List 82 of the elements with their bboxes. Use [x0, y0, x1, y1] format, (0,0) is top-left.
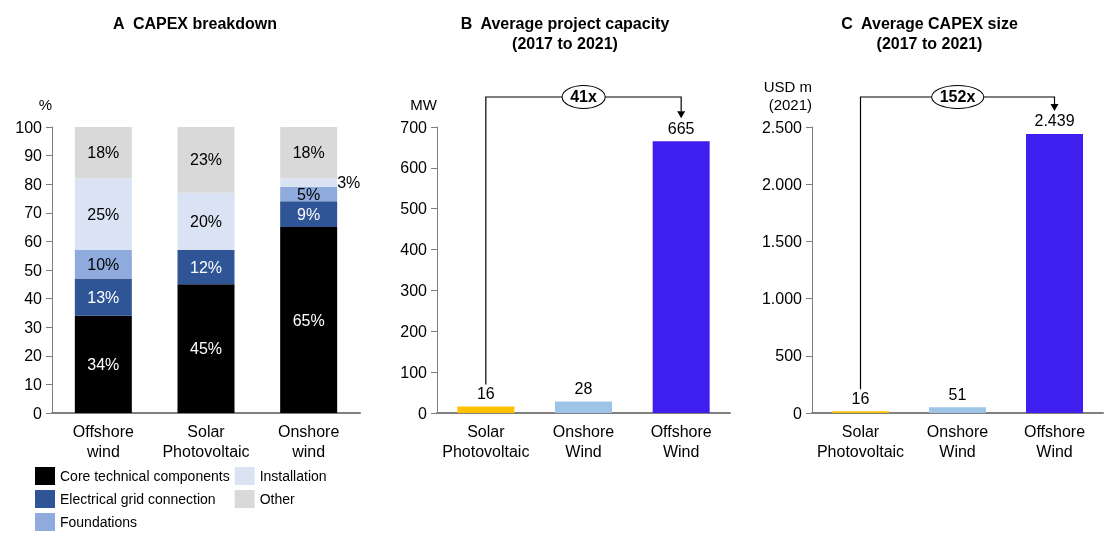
x-tick-label: Onshore Wind: [926, 422, 989, 460]
bar: [652, 141, 710, 413]
bar: [74, 315, 132, 413]
bar: [280, 127, 338, 179]
bar: [555, 401, 612, 413]
chart-title: C Average CAPEX size (2017 to 2021): [841, 14, 1018, 52]
data-label: 16: [476, 384, 495, 402]
y-tick-label: 80: [24, 175, 43, 193]
y-tick-label: 70: [24, 204, 43, 222]
x-tick-label: Offshore wind: [72, 422, 134, 460]
y-tick-label: 700: [400, 118, 428, 136]
x-tick-label: Solar Photovoltaic: [162, 422, 250, 460]
legend-label: Foundations: [60, 514, 138, 530]
y-tick-label: 40: [24, 290, 43, 308]
legend-label: Electrical grid connection: [60, 491, 216, 507]
x-tick-label: Offshore Wind: [1023, 422, 1086, 460]
y-axis-title: %: [38, 95, 52, 113]
y-tick-label: 90: [24, 147, 43, 165]
y-tick-label: 600: [400, 159, 428, 177]
data-label: 25%: [87, 205, 120, 223]
y-tick-label: 100: [400, 363, 428, 381]
y-tick-label: 200: [400, 322, 428, 340]
x-tick-label: Onshore wind: [277, 422, 340, 460]
y-tick-label: 500: [775, 347, 803, 365]
y-tick-label: 60: [24, 232, 43, 250]
y-tick-label: 1.500: [761, 232, 803, 250]
bar: [74, 278, 132, 316]
legend-label: Core technical components: [60, 468, 230, 484]
data-label: 12%: [189, 258, 223, 276]
y-axis-title: MW: [410, 95, 438, 113]
y-tick-label: 300: [400, 281, 428, 299]
data-label: 18%: [87, 144, 120, 162]
data-label: 10%: [87, 255, 120, 273]
data-label: 2.439: [1034, 112, 1075, 130]
bar: [280, 227, 338, 413]
bar: [177, 284, 235, 413]
y-axis-title: USD m (2021): [763, 77, 812, 113]
x-tick-label: Solar Photovoltaic: [816, 422, 905, 460]
data-label: 34%: [87, 355, 120, 373]
data-label: 65%: [292, 311, 325, 329]
data-label: 665: [667, 119, 695, 137]
bar: [929, 407, 986, 413]
data-label: 51: [948, 385, 967, 403]
chart-title: B Average project capacity (2017 to 2021): [460, 14, 670, 52]
data-label: 3%: [337, 174, 361, 192]
y-tick-label: 400: [400, 241, 428, 259]
data-label: 18%: [292, 144, 325, 162]
data-label: 28: [574, 380, 593, 398]
bar: [1026, 133, 1083, 413]
data-label: 16: [851, 389, 870, 407]
y-tick-label: 0: [33, 404, 43, 422]
y-tick-label: 20: [24, 347, 43, 365]
data-label: 45%: [189, 340, 223, 358]
y-tick-label: 100: [15, 118, 43, 136]
x-tick-label: Offshore Wind: [650, 422, 712, 460]
y-tick-label: 10: [24, 375, 43, 393]
y-tick-label: 500: [400, 200, 428, 218]
bar: [457, 406, 515, 413]
y-tick-label: 1.000: [761, 290, 803, 308]
x-tick-label: Solar Photovoltaic: [442, 422, 530, 460]
bar: [177, 192, 235, 250]
data-label: 13%: [87, 288, 120, 306]
legend-label: Installation: [259, 468, 327, 484]
bar: [177, 127, 235, 193]
bar: [280, 178, 338, 188]
text: 152x: [930, 85, 985, 109]
y-tick-label: 2.500: [761, 118, 803, 136]
data-label: 5%: [297, 185, 321, 203]
x-tick-label: Onshore Wind: [552, 422, 615, 460]
y-tick-label: 2.000: [761, 175, 803, 193]
bar: [74, 127, 132, 179]
data-label: 9%: [297, 205, 321, 223]
text: 41x: [561, 85, 606, 109]
y-tick-label: 0: [418, 404, 428, 422]
y-tick-label: 0: [793, 404, 803, 422]
data-label: 23%: [189, 151, 223, 169]
bar: [74, 178, 132, 250]
data-label: 20%: [189, 212, 223, 230]
y-tick-label: 50: [24, 261, 43, 279]
y-tick-label: 30: [24, 318, 43, 336]
chart-title: A CAPEX breakdown: [113, 14, 277, 32]
legend-label: Other: [259, 491, 295, 507]
